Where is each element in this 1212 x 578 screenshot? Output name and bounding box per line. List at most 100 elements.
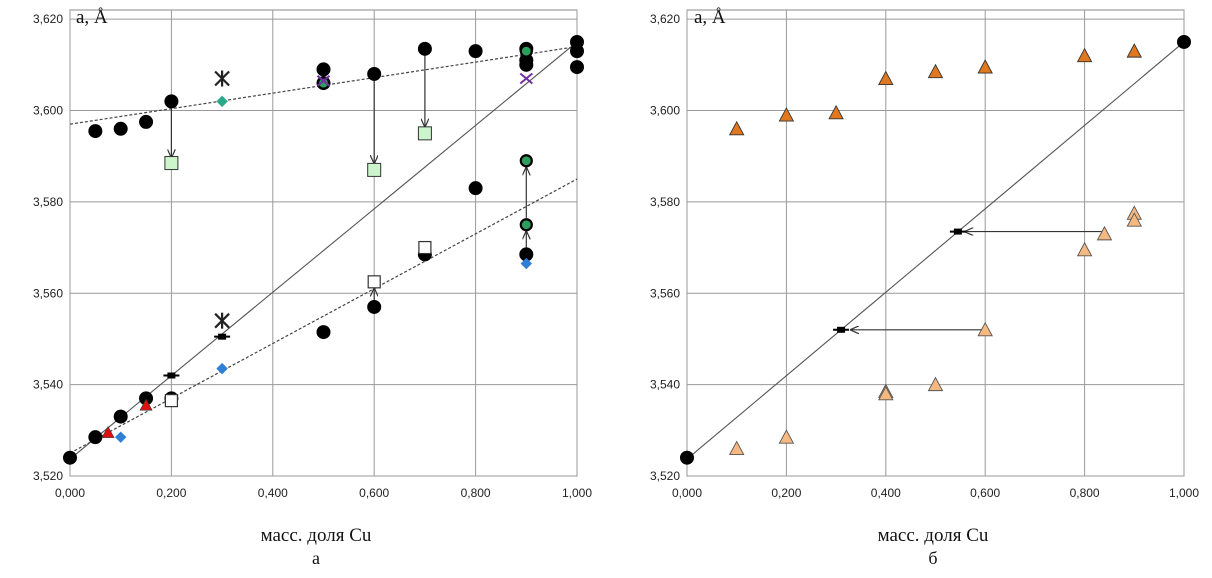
x-tick-label: 0,200 (771, 486, 801, 500)
x-tick-label: 1,000 (1169, 486, 1199, 500)
data-point-light-orange-triangle (778, 429, 795, 444)
data-point-light-orange-triangle (878, 385, 894, 401)
data-point-open-square (367, 275, 381, 289)
y-tick-label: 3,580 (650, 195, 680, 209)
data-point-circle (468, 181, 483, 196)
data-point-circle (113, 121, 128, 136)
data-point-green-circle (316, 76, 331, 90)
data-point-circle (164, 94, 179, 109)
dashed-trend-line (69, 178, 578, 454)
x-tick-labels: 0,000 0,200 0,400 0,600 0,800 1,000 (672, 486, 1199, 500)
data-point-circle (417, 41, 432, 56)
data-point-orange-triangle (1126, 43, 1143, 58)
data-point-orange-triangle (927, 63, 944, 79)
x-tick-label: 0,800 (461, 486, 491, 500)
data-point-purple-x (316, 75, 331, 87)
data-point-orange-triangle (878, 70, 894, 85)
data-point-asterisk (214, 312, 230, 329)
data-point-circle (519, 57, 534, 72)
y-tick-label: 3,540 (650, 378, 680, 392)
data-point-teal-diamond (216, 95, 228, 108)
data-point-light-orange-triangle (1126, 212, 1143, 227)
arrows (171, 55, 526, 303)
y-tick-labels: 3,520 3,540 3,560 3,580 3,600 3,620 (33, 12, 63, 483)
data-point-red-triangle (139, 398, 153, 411)
arrows (851, 232, 1105, 330)
gridlines (686, 9, 1185, 477)
data-point-light-orange-triangle (728, 440, 745, 456)
x-tick-label: 0,000 (672, 486, 702, 500)
y-tick-label: 3,540 (33, 378, 63, 392)
data-point-light-orange-triangle (1096, 225, 1113, 241)
data-point-blue-diamond (520, 257, 533, 270)
data-point-green-circle (519, 154, 533, 168)
data-point-circle (139, 114, 154, 129)
plot-area-frame (686, 9, 1185, 477)
solid-trend-line (69, 41, 578, 460)
y-tick-label: 3,520 (33, 469, 63, 483)
y-tick-labels: 3,520 3,540 3,560 3,580 3,600 3,620 (650, 12, 680, 483)
data-points (680, 34, 1191, 465)
data-point-green-circle (519, 218, 533, 232)
data-point-light-green-square (164, 156, 179, 171)
y-tick-label: 3,560 (33, 286, 63, 300)
y-tick-label: 3,600 (650, 104, 680, 118)
y-axis-unit-label: a, Å (76, 7, 108, 28)
data-point-orange-triangle (828, 104, 844, 120)
x-tick-label: 1,000 (562, 486, 592, 500)
data-point-dash-square (949, 228, 966, 235)
data-points (63, 34, 584, 465)
x-axis-label: масс. доля Cu (261, 525, 372, 546)
y-tick-label: 3,560 (650, 286, 680, 300)
trend-lines (686, 41, 1185, 460)
y-tick-label: 3,580 (33, 195, 63, 209)
data-point-orange-triangle (778, 107, 795, 122)
x-tick-label: 0,200 (156, 486, 186, 500)
x-tick-labels: 0,000 0,200 0,400 0,600 0,800 1,000 (55, 486, 592, 500)
data-point-light-green-square (417, 126, 432, 141)
data-point-circle (570, 60, 584, 75)
x-axis-label: масс. доля Cu (878, 525, 989, 546)
data-point-circle (113, 409, 128, 424)
y-tick-label: 3,620 (650, 12, 680, 26)
data-point-green-circle (519, 44, 533, 58)
panel-caption: б (928, 548, 937, 568)
data-point-circle (316, 325, 331, 340)
panel-caption: а (312, 548, 320, 568)
x-tick-label: 0,600 (359, 486, 389, 500)
data-point-red-triangle (101, 425, 115, 438)
data-point-circle (570, 44, 584, 59)
data-point-light-orange-triangle (977, 321, 993, 337)
data-point-orange-triangle (1076, 47, 1093, 63)
x-tick-label: 0,000 (55, 486, 85, 500)
data-point-dash-square (833, 326, 850, 333)
data-point-purple-x (519, 72, 533, 85)
data-point-circle (88, 124, 103, 139)
data-point-orange-triangle (977, 59, 993, 74)
data-point-circle (367, 66, 382, 81)
x-tick-label: 0,800 (1070, 486, 1100, 500)
y-tick-label: 3,600 (33, 104, 63, 118)
chart-panel-b: 3,520 3,540 3,560 3,580 3,600 3,620 0,000 0,20… (650, 7, 1199, 568)
y-tick-label: 3,620 (33, 12, 63, 26)
data-point-light-orange-triangle (927, 376, 944, 392)
data-point-circle (680, 450, 694, 465)
data-point-light-green-square (367, 162, 382, 177)
solid-trend-line (686, 41, 1185, 460)
data-point-circle (88, 430, 103, 445)
data-point-open-square (418, 240, 432, 255)
data-point-open-square (164, 394, 178, 408)
data-point-circle (1177, 34, 1191, 49)
chart-panel-a: 3,520 3,540 3,560 3,580 3,600 3,620 0,000 0,20… (33, 7, 592, 568)
data-point-blue-diamond (114, 431, 127, 443)
data-point-circle (63, 450, 77, 465)
data-point-dash-square (214, 333, 231, 340)
gridlines (69, 9, 578, 477)
data-point-orange-triangle (728, 120, 745, 136)
x-tick-label: 0,600 (970, 486, 1000, 500)
y-tick-label: 3,520 (650, 469, 680, 483)
data-point-circle (468, 44, 483, 59)
data-point-dash-square (163, 372, 180, 379)
x-tick-label: 0,400 (871, 486, 901, 500)
